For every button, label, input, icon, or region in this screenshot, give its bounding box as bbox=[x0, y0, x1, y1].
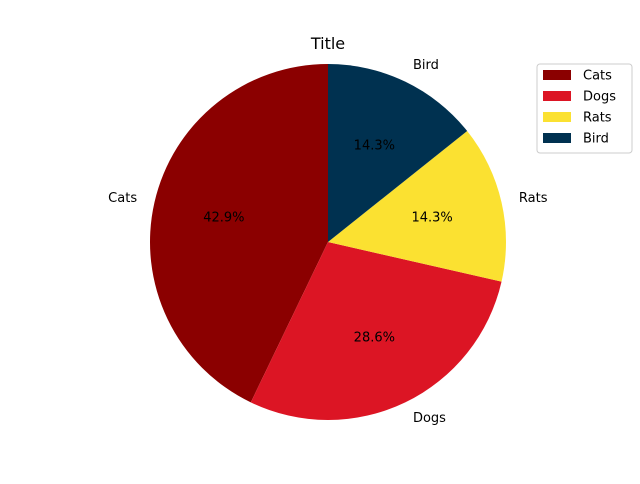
percent-label-bird: 14.3% bbox=[354, 138, 395, 153]
category-label-dogs: Dogs bbox=[413, 411, 446, 426]
category-label-cats: Cats bbox=[108, 191, 137, 206]
legend-label-rats: Rats bbox=[583, 111, 612, 126]
percent-labels: 42.9% 28.6% 14.3% 14.3% bbox=[203, 138, 453, 345]
legend-label-cats: Cats bbox=[583, 69, 612, 84]
legend-swatch-rats bbox=[543, 112, 571, 122]
legend-label-dogs: Dogs bbox=[583, 90, 616, 105]
pie-slice-dogs bbox=[250, 242, 502, 421]
legend-swatch-bird bbox=[543, 133, 571, 143]
percent-label-cats: 42.9% bbox=[203, 211, 244, 226]
legend: Cats Dogs Rats Bird bbox=[536, 63, 633, 154]
category-label-bird: Bird bbox=[413, 58, 439, 73]
legend-swatch-cats bbox=[543, 70, 571, 80]
percent-label-dogs: 28.6% bbox=[354, 331, 395, 346]
category-labels: Cats Dogs Rats Bird bbox=[108, 58, 548, 426]
pie-slice-cats bbox=[150, 64, 328, 403]
pie-slice-bird bbox=[328, 64, 468, 242]
legend-swatch-dogs bbox=[543, 91, 571, 101]
chart-title: Title bbox=[310, 34, 345, 53]
legend-label-bird: Bird bbox=[583, 132, 609, 147]
legend-box bbox=[536, 63, 633, 154]
percent-label-rats: 14.3% bbox=[411, 211, 452, 226]
pie-slices bbox=[150, 64, 507, 421]
category-label-rats: Rats bbox=[519, 191, 548, 206]
pie-slice-rats bbox=[328, 131, 507, 282]
